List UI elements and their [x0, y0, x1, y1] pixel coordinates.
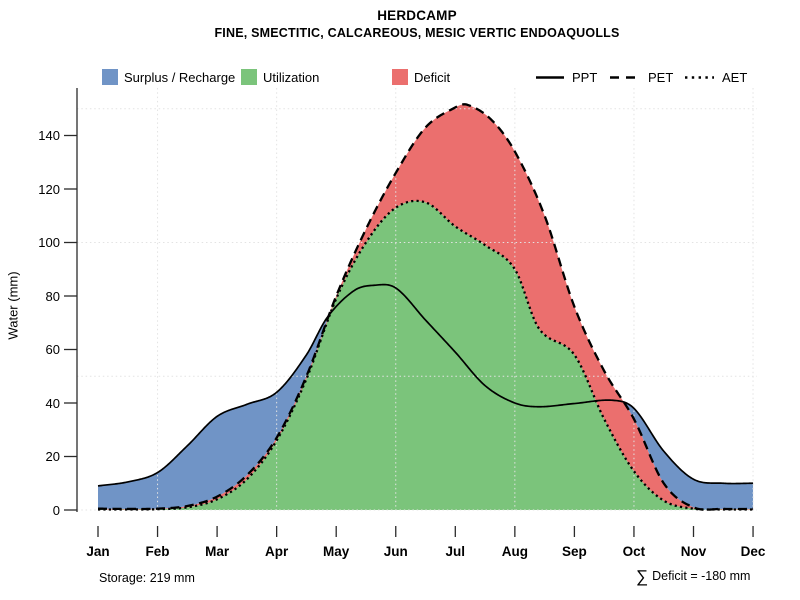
x-month-label: Feb — [145, 544, 170, 559]
utilization-area — [98, 200, 754, 510]
surplus-swatch-icon — [102, 69, 118, 85]
deficit-area — [98, 104, 754, 510]
utilization-swatch-icon — [241, 69, 257, 85]
pet-curve — [97, 103, 754, 511]
y-tick-label: 20 — [45, 449, 60, 464]
storage-annotation: Storage: 219 mm — [99, 571, 195, 585]
chart-subtitle: FINE, SMECTITIC, CALCAREOUS, MESIC VERTI… — [214, 26, 620, 40]
y-axis-title: Water (mm) — [5, 271, 21, 340]
sigma-icon: ∑ — [636, 567, 649, 586]
legend-label-utilization: Utilization — [263, 70, 320, 85]
x-month-label: Apr — [265, 544, 289, 559]
x-month-label: Dec — [740, 544, 766, 559]
x-month-label: Jan — [86, 544, 110, 559]
deficit-annotation-text: Deficit = -180 mm — [652, 569, 751, 583]
surplus-area — [98, 284, 754, 510]
x-month-label: Sep — [562, 544, 587, 559]
aet-line-icon — [685, 76, 714, 79]
y-tick-label: 40 — [45, 395, 60, 411]
legend-label-aet: AET — [722, 70, 748, 85]
ppt-curve — [97, 283, 754, 487]
chart-title: HERDCAMP — [377, 8, 457, 23]
x-month-label: May — [323, 544, 350, 559]
y-tick-label: 80 — [45, 288, 60, 304]
aet-curve — [98, 199, 754, 511]
legend-label-pet: PET — [648, 70, 674, 85]
y-tick-label: 100 — [38, 235, 60, 250]
x-month-label: Oct — [622, 544, 646, 559]
x-month-label: Aug — [501, 544, 528, 559]
x-month-label: Mar — [205, 544, 230, 559]
legend-label-ppt: PPT — [572, 70, 598, 85]
deficit-swatch-icon — [392, 69, 408, 85]
x-month-label: Jul — [445, 544, 466, 559]
y-tick-label: 120 — [38, 181, 60, 197]
deficit-annotation: ∑ Deficit = -180 mm — [636, 567, 750, 587]
y-tick-label: 60 — [45, 342, 60, 357]
x-month-label: Jun — [383, 544, 408, 559]
y-tick-label: 140 — [38, 128, 60, 143]
pet-line-icon — [610, 76, 640, 79]
x-month-label: Nov — [680, 544, 707, 559]
ppt-line-icon — [536, 76, 564, 79]
y-tick-label: 0 — [52, 502, 60, 518]
legend-label-deficit: Deficit — [414, 70, 451, 85]
legend-label-surplus: Surplus / Recharge — [124, 70, 236, 85]
